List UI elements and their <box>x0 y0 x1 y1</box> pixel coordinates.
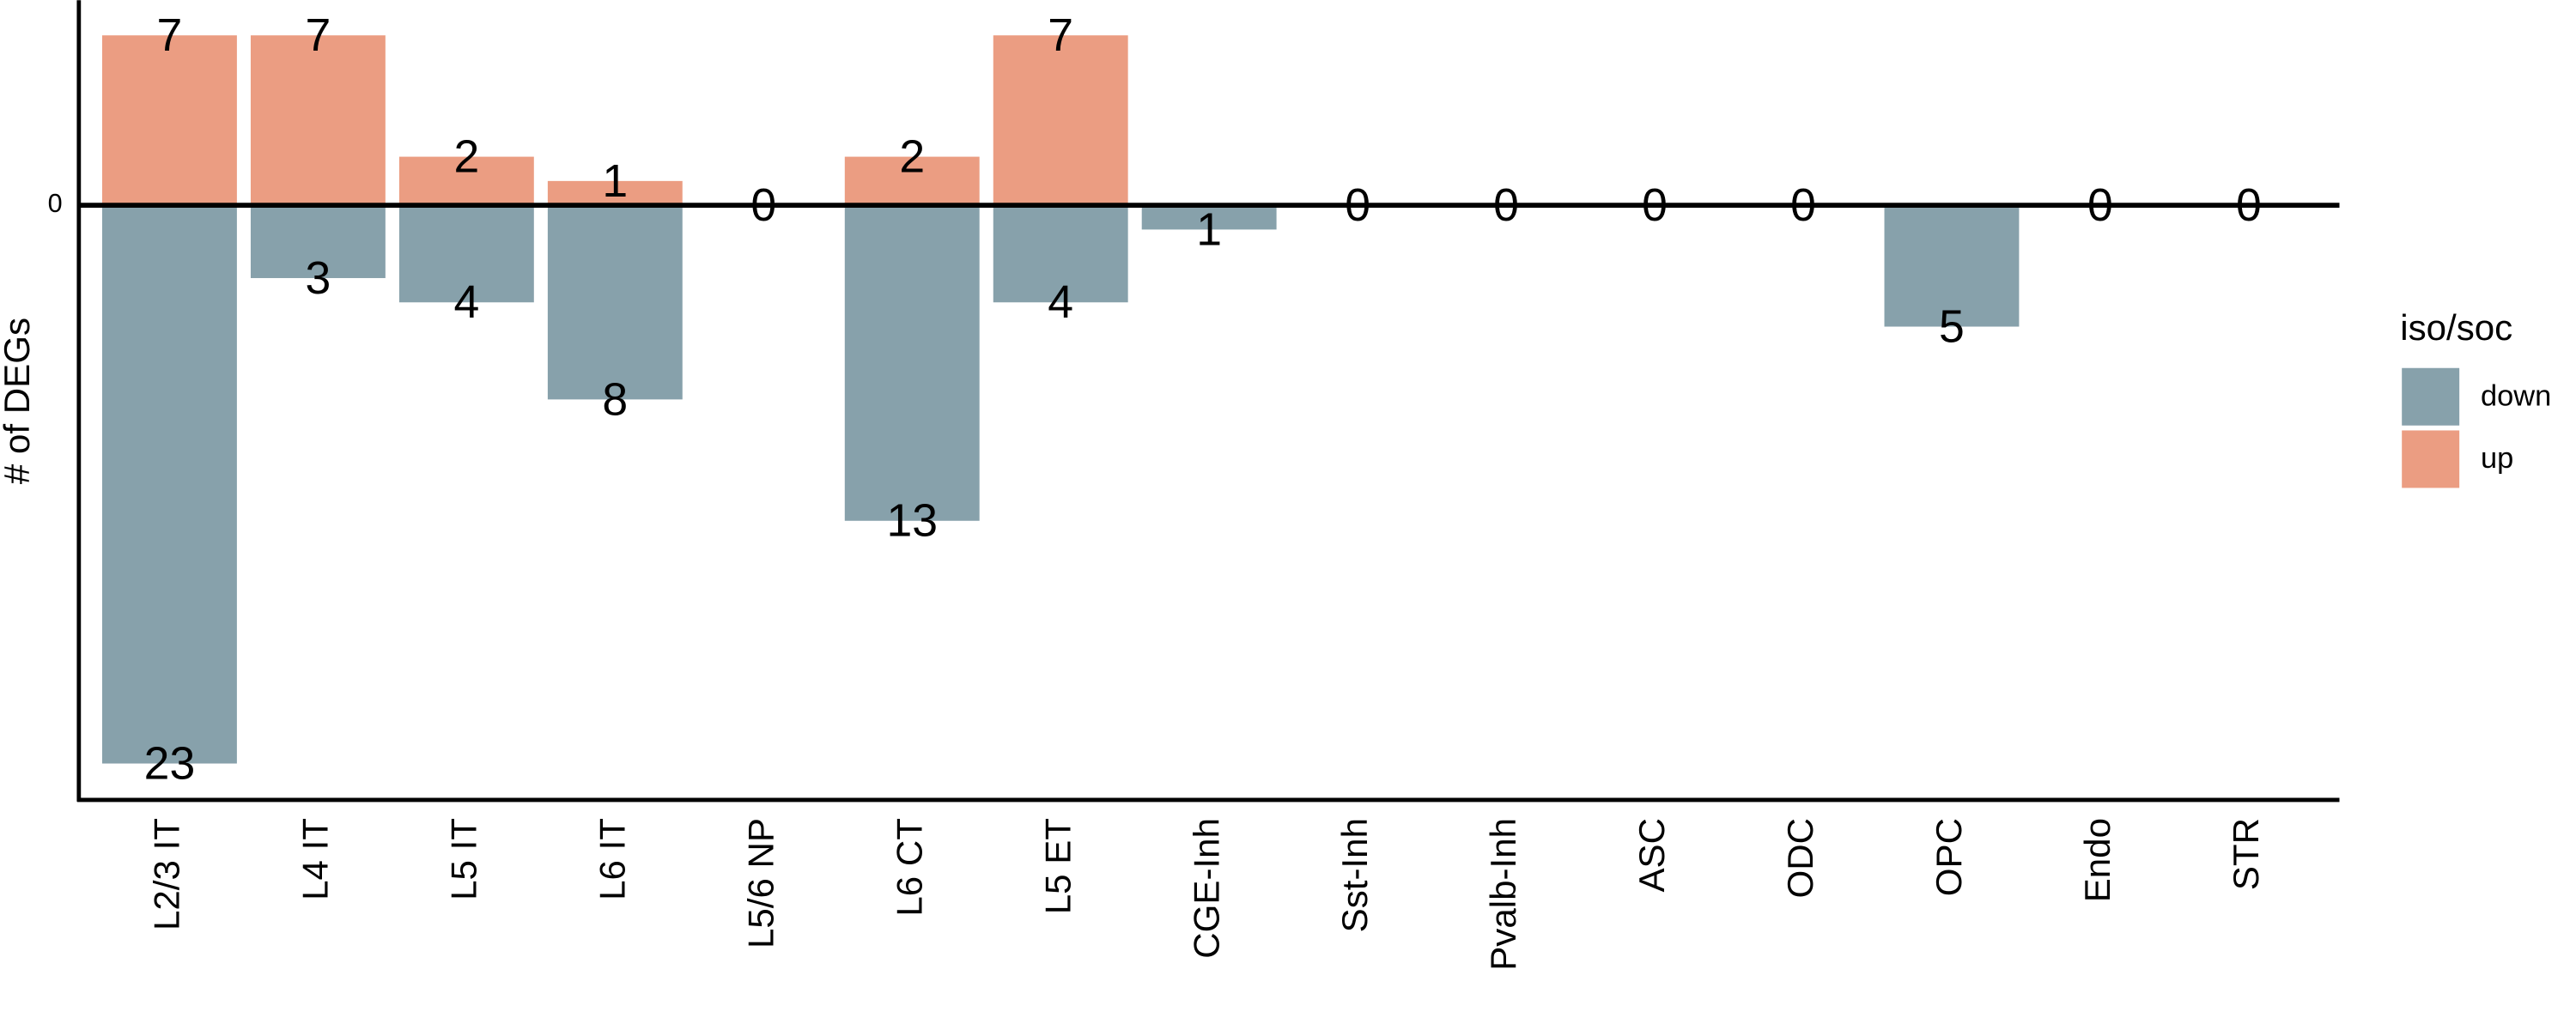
value-label: 4 <box>1048 277 1073 328</box>
y-axis-title: # of DEGs <box>0 318 37 484</box>
value-label: 8 <box>602 374 628 425</box>
value-label: 1 <box>1196 204 1222 255</box>
legend-key <box>2402 430 2460 488</box>
bar <box>1884 205 2020 327</box>
value-label: 5 <box>1939 302 1965 353</box>
x-tick-label: Sst-Inh <box>1334 818 1375 932</box>
x-tick-label: L2/3 IT <box>147 818 187 930</box>
bar <box>844 156 980 206</box>
bar <box>844 205 980 521</box>
x-tick-label: L5 ET <box>1037 818 1078 914</box>
bar <box>547 180 683 206</box>
bar <box>398 205 534 303</box>
x-tick-label: Pvalb-Inh <box>1483 818 1523 971</box>
x-tick-label: L6 IT <box>592 818 632 900</box>
bar <box>993 205 1128 303</box>
value-label: 3 <box>306 253 331 304</box>
x-tick-label: L4 IT <box>295 818 336 900</box>
bar <box>102 205 237 764</box>
bar <box>250 205 386 278</box>
x-tick-label: ODC <box>1780 818 1820 899</box>
x-tick-label: OPC <box>1929 818 1969 896</box>
y-tick-label: 0 <box>48 189 63 218</box>
bar <box>250 35 386 206</box>
value-label: 23 <box>144 739 196 790</box>
x-tick-label: CGE-Inh <box>1186 818 1226 959</box>
value-label: 4 <box>453 277 479 328</box>
bar <box>547 205 683 400</box>
value-label: 7 <box>306 10 331 61</box>
legend-label: up <box>2481 442 2513 475</box>
bar <box>1141 205 1277 230</box>
value-label: 1 <box>602 156 628 207</box>
value-label: 13 <box>886 496 938 547</box>
value-label: 7 <box>1048 10 1073 61</box>
value-label: 2 <box>453 132 479 183</box>
bar <box>993 35 1128 206</box>
legend-key <box>2402 367 2460 426</box>
value-label: 2 <box>899 132 925 183</box>
x-tick-label: ASC <box>1631 818 1672 893</box>
x-tick-label: Endo <box>2077 818 2117 902</box>
legend-label: down <box>2481 379 2551 412</box>
bar <box>102 35 237 206</box>
x-tick-label: L5/6 NP <box>740 818 781 948</box>
legend-title: iso/soc <box>2400 307 2512 348</box>
x-tick-label: L6 CT <box>889 818 929 917</box>
bar <box>398 156 534 206</box>
value-label: 7 <box>157 10 183 61</box>
x-tick-label: L5 IT <box>443 818 483 900</box>
x-tick-label: STR <box>2226 818 2266 890</box>
